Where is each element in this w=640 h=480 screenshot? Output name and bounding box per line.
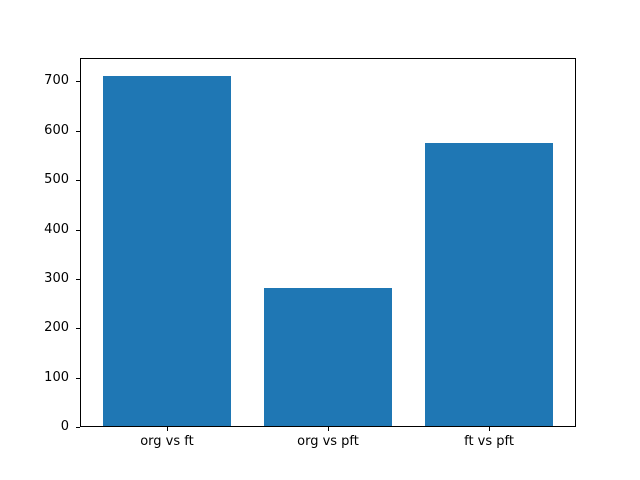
y-tick-mark (76, 427, 80, 428)
y-tick-mark (76, 278, 80, 280)
y-tick-label: 200 (44, 320, 69, 336)
y-tick-label: 0 (60, 419, 69, 434)
y-tick-label: 400 (44, 221, 69, 237)
bar-org-vs-pft (263, 287, 393, 427)
x-tick-mark (166, 427, 168, 431)
y-tick-label: 500 (44, 172, 69, 188)
bar-org-vs-ft (102, 75, 232, 427)
y-tick-mark (76, 130, 80, 132)
y-tick-mark (76, 229, 80, 231)
y-tick-label: 700 (44, 73, 69, 89)
y-tick-label: 300 (44, 270, 69, 286)
y-tick-mark (76, 377, 80, 379)
x-tick-mark (489, 427, 491, 431)
x-tick-label: org vs pft (297, 434, 359, 449)
x-tick-label: ft vs pft (464, 434, 514, 449)
y-tick-mark (76, 81, 80, 83)
x-tick-label: org vs ft (140, 434, 194, 449)
y-tick-label: 600 (44, 122, 69, 138)
y-tick-mark (76, 180, 80, 182)
x-tick-mark (328, 427, 329, 431)
y-tick-mark (76, 328, 80, 330)
bar-ft-vs-pft (424, 142, 554, 427)
y-tick-label: 100 (44, 369, 69, 385)
